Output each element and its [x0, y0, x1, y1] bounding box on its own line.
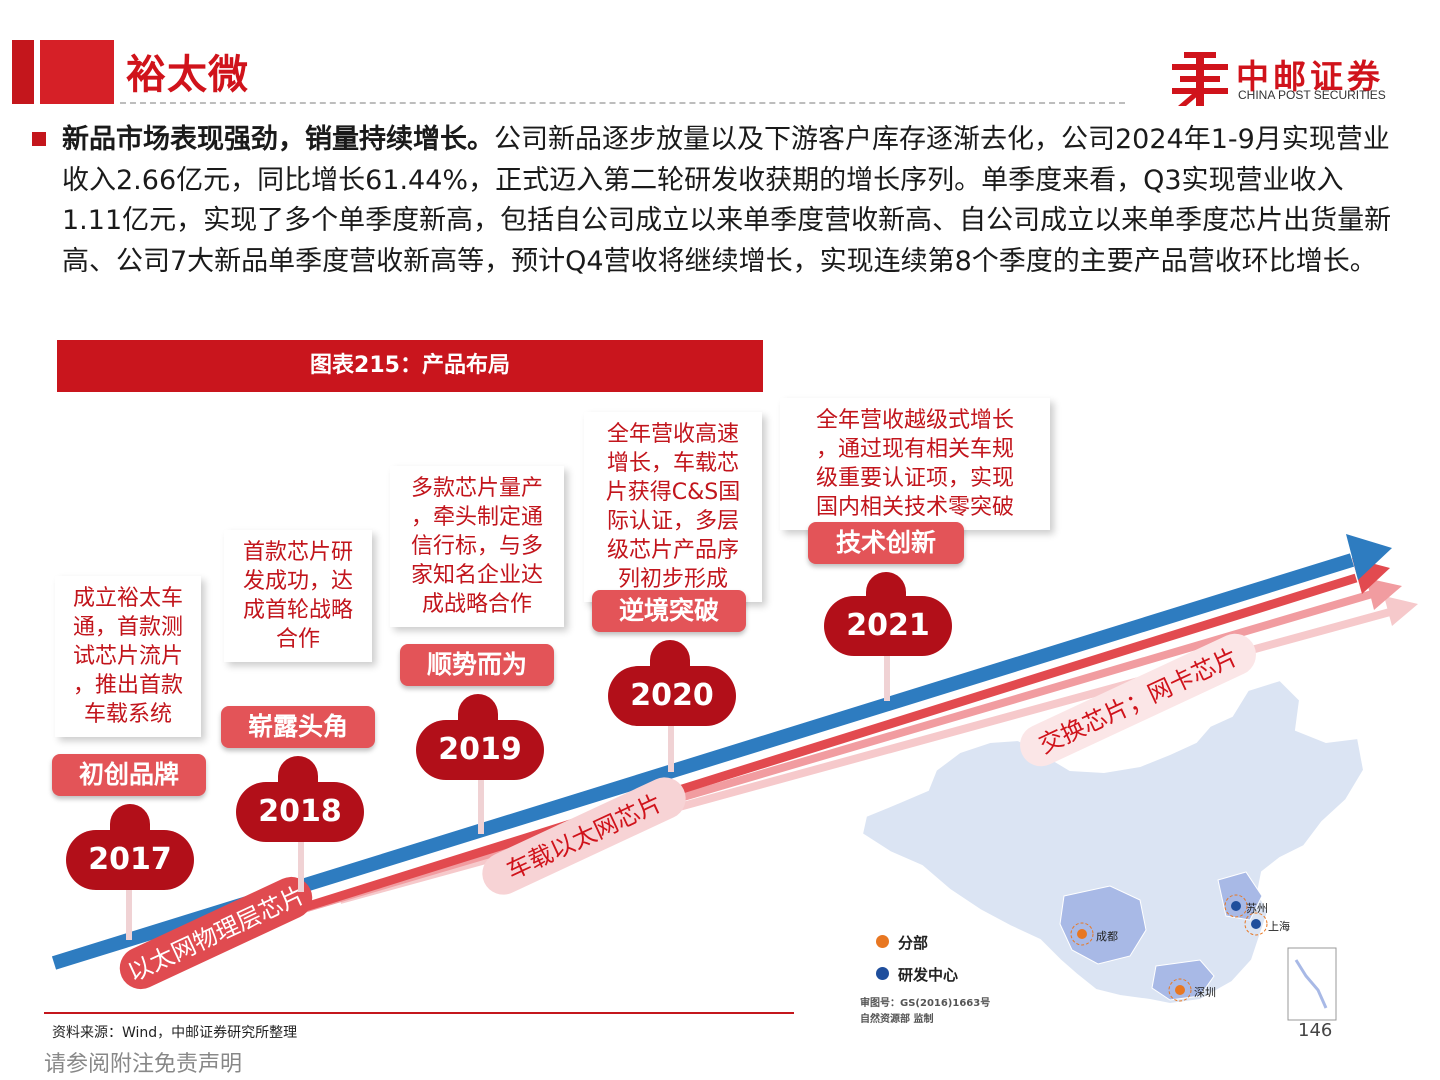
paragraph-lead: 新品市场表现强劲，销量持续增长。	[62, 124, 494, 155]
legend-rd-label: 研发中心	[898, 966, 959, 984]
milestone-desc-line: ，通过现有相关车规	[815, 437, 1014, 462]
milestone-label-2018: 崭露头角	[221, 706, 375, 748]
milestone-year-2018: 2018	[236, 782, 364, 842]
milestone-stem-2018	[298, 832, 304, 892]
china-post-logo-icon	[1172, 52, 1228, 106]
milestone-desc-line: 信行标，与多	[410, 534, 543, 559]
header-accent-bar	[12, 40, 34, 104]
milestone-desc-line: 合作	[275, 627, 320, 652]
legend-branch-label: 分部	[898, 934, 929, 952]
milestone-card-2018: 首款芯片研 发成功，达 成首轮战略 合作	[224, 530, 372, 662]
milestone-bump-2020	[650, 640, 690, 670]
milestone-year-2017: 2017	[66, 830, 194, 890]
milestone-desc-line: 通，首款测	[72, 615, 183, 640]
milestone-desc-line: 片获得C&S国	[605, 480, 741, 505]
milestone-desc-line: 增长，车载芯	[606, 451, 739, 476]
milestone-desc-line: 家知名企业达	[410, 563, 543, 588]
milestone-year-2020: 2020	[608, 666, 736, 726]
milestone-desc-line: 列初步形成	[617, 567, 728, 592]
header-divider	[120, 102, 1125, 104]
milestone-desc-line: 多款芯片量产	[410, 476, 543, 501]
legend-rd-dot	[876, 967, 889, 980]
milestone-desc-line: 全年营收越级式增长	[815, 408, 1014, 433]
milestone-year-2021: 2021	[824, 596, 952, 656]
milestone-year-2019: 2019	[416, 720, 544, 780]
milestone-desc-line: 首款芯片研	[242, 540, 353, 565]
arrow-light-head	[1366, 578, 1402, 610]
milestone-bump-2017	[110, 804, 150, 834]
city-marker-chengdu	[1070, 922, 1094, 946]
source-divider	[44, 1012, 794, 1014]
milestone-desc-line: 成战略合作	[421, 592, 532, 617]
milestone-desc-line: 际认证，多层	[606, 509, 739, 534]
paragraph-text: 公司新品逐步放量以及下游客户库存逐渐去化，公司2024年1-9月实现营业收入2.…	[62, 124, 1392, 277]
city-label-chengdu: 成都	[1096, 930, 1118, 943]
city-label-shanghai: 上海	[1268, 920, 1290, 933]
milestone-desc-line: 成立裕太车	[72, 586, 183, 611]
arrow-red	[198, 573, 1358, 945]
milestone-desc-line: 全年营收高速	[606, 422, 739, 447]
legend-branch-dot	[876, 935, 889, 948]
milestone-label-2019: 顺势而为	[400, 644, 554, 686]
china-post-securities-logo: 中邮证券 CHINA POST SECURITIES	[1170, 50, 1400, 108]
header-accent-block	[40, 40, 114, 104]
milestone-desc-line: ，牵头制定通	[410, 505, 543, 530]
milestone-desc-line: 成首轮战略	[242, 598, 353, 623]
milestone-desc-line: ，推出首款	[72, 673, 183, 698]
map-approval-line: 自然资源部 监制	[860, 1014, 934, 1025]
product-line-automotive-ethernet: 车载以太网芯片	[482, 777, 686, 895]
bullet-square	[32, 132, 46, 146]
body-paragraph: 新品市场表现强劲，销量持续增长。公司新品逐步放量以及下游客户库存逐渐去化，公司2…	[62, 120, 1392, 282]
south-china-sea-islands	[1294, 959, 1328, 1009]
milestone-card-2017: 成立裕太车 通，首款测 试芯片流片 ，推出首款 车载系统	[55, 576, 201, 737]
source-note: 资料来源：Wind，中邮证券研究所整理	[52, 1025, 298, 1041]
city-marker-shanghai	[1244, 912, 1268, 936]
milestone-card-2019: 多款芯片量产 ，牵头制定通 信行标，与多 家知名企业达 成战略合作	[390, 466, 564, 627]
milestone-label-2021: 技术创新	[808, 522, 964, 564]
map-approval-line: 审图号：GS(2016)1663号	[860, 998, 991, 1009]
arrow-blue-head	[1346, 534, 1392, 580]
milestone-bump-2019	[458, 694, 498, 724]
city-label-shenzhen: 深圳	[1194, 986, 1216, 999]
arrow-pale-head	[1384, 596, 1418, 626]
page-number: 146	[1298, 1020, 1333, 1041]
city-marker-shenzhen	[1168, 978, 1192, 1002]
milestone-desc-line: 试芯片流片	[72, 644, 183, 669]
milestone-stem-2020	[668, 712, 674, 772]
guangdong-region	[1151, 959, 1215, 1001]
logo-chinese-name: 中邮证券	[1236, 57, 1384, 96]
milestone-desc-line: 级重要认证项，实现	[815, 466, 1014, 491]
map-approval-note: 审图号：GS(2016)1663号 自然资源部 监制	[860, 996, 990, 1028]
china-map	[860, 678, 1366, 1021]
milestone-bump-2018	[278, 756, 318, 786]
disclaimer-text: 请参阅附注免责声明	[44, 1052, 243, 1077]
city-label-suzhou: 苏州	[1246, 902, 1268, 915]
milestone-desc-line: 国内相关技术零突破	[815, 495, 1014, 520]
milestone-desc-line: 车载系统	[83, 702, 172, 727]
logo-english-name: CHINA POST SECURITIES	[1238, 88, 1386, 102]
milestone-desc-line: 级芯片产品序	[606, 538, 739, 563]
figure-title-banner: 图表215：产品布局	[57, 340, 763, 392]
milestone-stem-2021	[884, 645, 890, 701]
page-title: 裕太微	[126, 52, 249, 98]
milestone-stem-2017	[126, 880, 132, 940]
milestone-card-2020: 全年营收高速 增长，车载芯 片获得C&S国 际认证，多层 级芯片产品序 列初步形…	[584, 412, 762, 602]
city-marker-suzhou	[1224, 894, 1248, 918]
milestone-stem-2019	[478, 770, 484, 834]
milestone-desc-line: 发成功，达	[242, 569, 353, 594]
milestone-card-2021: 全年营收越级式增长 ，通过现有相关车规 级重要认证项，实现 国内相关技术零突破	[780, 398, 1050, 530]
milestone-label-2020: 逆境突破	[592, 590, 746, 632]
milestone-label-2017: 初创品牌	[52, 754, 206, 796]
